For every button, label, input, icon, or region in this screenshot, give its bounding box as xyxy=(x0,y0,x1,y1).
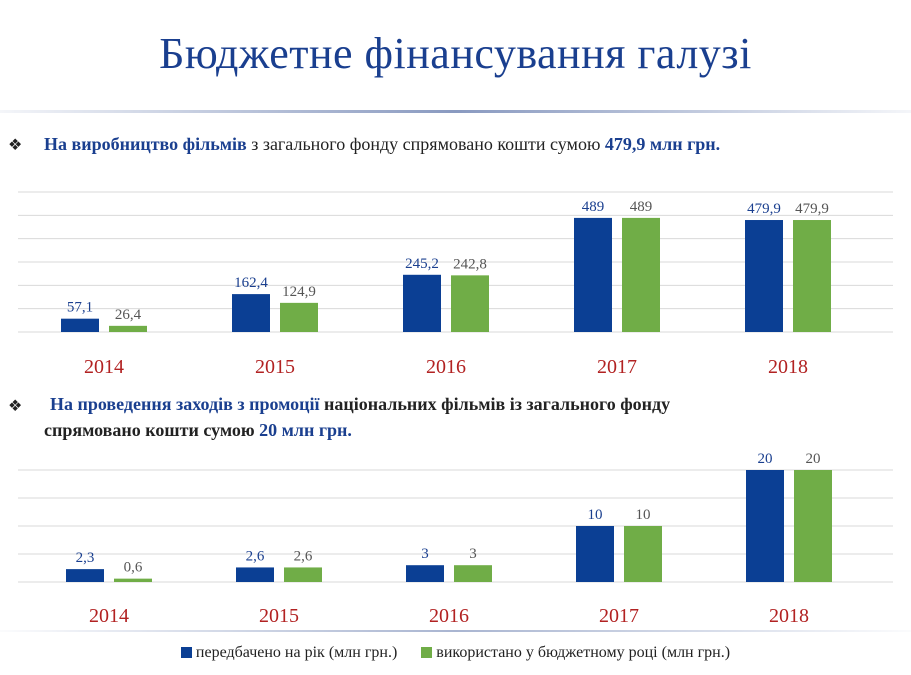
bar-used xyxy=(114,578,152,582)
value-label-used: 124,9 xyxy=(282,284,316,300)
category-label: 2018 xyxy=(769,605,809,627)
bar-planned xyxy=(574,217,612,332)
section1-highlight-amount: 479,9 млн грн. xyxy=(604,134,721,154)
bar-planned xyxy=(232,294,270,332)
value-label-used: 26,4 xyxy=(115,307,142,323)
value-label-planned: 2,6 xyxy=(246,548,265,564)
value-label-used: 10 xyxy=(636,507,651,523)
bar-planned xyxy=(403,274,441,332)
section2-text1: національних фільмів із загального фонду xyxy=(319,394,671,414)
section1-text: з загального фонду спрямовано кошти сумо… xyxy=(246,134,605,154)
value-label-used: 20 xyxy=(806,451,821,467)
chart-legend: передбачено на рік (млн грн.) використан… xyxy=(0,644,911,662)
legend-item-planned: передбачено на рік (млн грн.) xyxy=(180,644,398,662)
value-label-planned: 479,9 xyxy=(747,201,781,217)
value-label-planned: 20 xyxy=(758,451,773,467)
film-production-chart: 57,1 26,4 2014 162,4 124,9 2015 245,2 242,8 2016… xyxy=(18,191,893,378)
category-label: 2015 xyxy=(255,356,295,378)
value-label-planned: 10 xyxy=(588,507,603,523)
value-label-used: 489 xyxy=(630,199,653,215)
bar-used xyxy=(622,217,660,332)
category-label: 2015 xyxy=(259,605,299,627)
bottom-divider xyxy=(0,630,911,632)
value-label-used: 0,6 xyxy=(124,560,143,576)
value-label-planned: 2,3 xyxy=(76,550,95,566)
section2-heading-line1: На проведення заходів з промоції націона… xyxy=(50,392,670,416)
category-label: 2016 xyxy=(429,605,469,627)
value-label-planned: 245,2 xyxy=(405,256,439,272)
legend-swatch-used xyxy=(421,647,433,658)
title-divider xyxy=(0,110,911,113)
bar-planned xyxy=(406,565,444,582)
legend-label-used: використано у бюджетному році (млн грн.) xyxy=(436,644,731,661)
bar-planned xyxy=(66,569,104,582)
bar-used xyxy=(284,567,322,582)
section2-heading-line2: спрямовано кошти сумою 20 млн грн. xyxy=(44,418,352,442)
value-label-used: 2,6 xyxy=(294,548,313,564)
category-label: 2018 xyxy=(768,356,808,378)
legend-swatch-planned xyxy=(180,647,192,658)
bar-used xyxy=(624,526,662,582)
value-label-planned: 3 xyxy=(421,546,429,562)
page-title: Бюджетне фінансування галузі xyxy=(159,29,752,78)
section1-heading: На виробництво фільмів з загального фонд… xyxy=(44,132,720,156)
category-label: 2017 xyxy=(599,605,639,627)
bar-planned xyxy=(236,567,274,582)
value-label-used: 242,8 xyxy=(453,256,487,272)
category-label: 2014 xyxy=(89,605,129,627)
section2-text2: спрямовано кошти сумою xyxy=(44,420,260,440)
section2-highlight-topic: На проведення заходів з промоції xyxy=(50,394,320,414)
legend-item-used: використано у бюджетному році (млн грн.) xyxy=(421,644,730,662)
bar-planned xyxy=(745,220,783,332)
bullet-icon: ❖ xyxy=(8,137,23,154)
bar-used xyxy=(109,325,147,332)
value-label-used: 479,9 xyxy=(795,201,829,217)
category-label: 2014 xyxy=(84,356,124,378)
bar-planned xyxy=(61,318,99,332)
promotion-chart: 2,3 0,6 2014 2,6 2,6 2015 3 3 2016 10 10 2017 20 20 20… xyxy=(18,451,893,627)
section2-highlight-amount: 20 млн грн. xyxy=(259,420,352,440)
bar-planned xyxy=(576,526,614,582)
value-label-planned: 162,4 xyxy=(234,275,268,291)
value-label-used: 3 xyxy=(469,546,477,562)
bar-used xyxy=(280,302,318,332)
category-label: 2016 xyxy=(426,356,466,378)
value-label-planned: 489 xyxy=(582,199,605,215)
bar-used xyxy=(793,220,831,332)
legend-label-planned: передбачено на рік (млн грн.) xyxy=(195,644,398,661)
bar-used xyxy=(794,470,832,582)
bar-planned xyxy=(746,470,784,582)
bar-used xyxy=(451,275,489,332)
category-label: 2017 xyxy=(597,356,637,378)
section1-highlight-topic: На виробництво фільмів xyxy=(44,134,247,154)
value-label-planned: 57,1 xyxy=(67,300,93,316)
bullet-icon: ❖ xyxy=(8,398,23,415)
bar-used xyxy=(454,565,492,582)
